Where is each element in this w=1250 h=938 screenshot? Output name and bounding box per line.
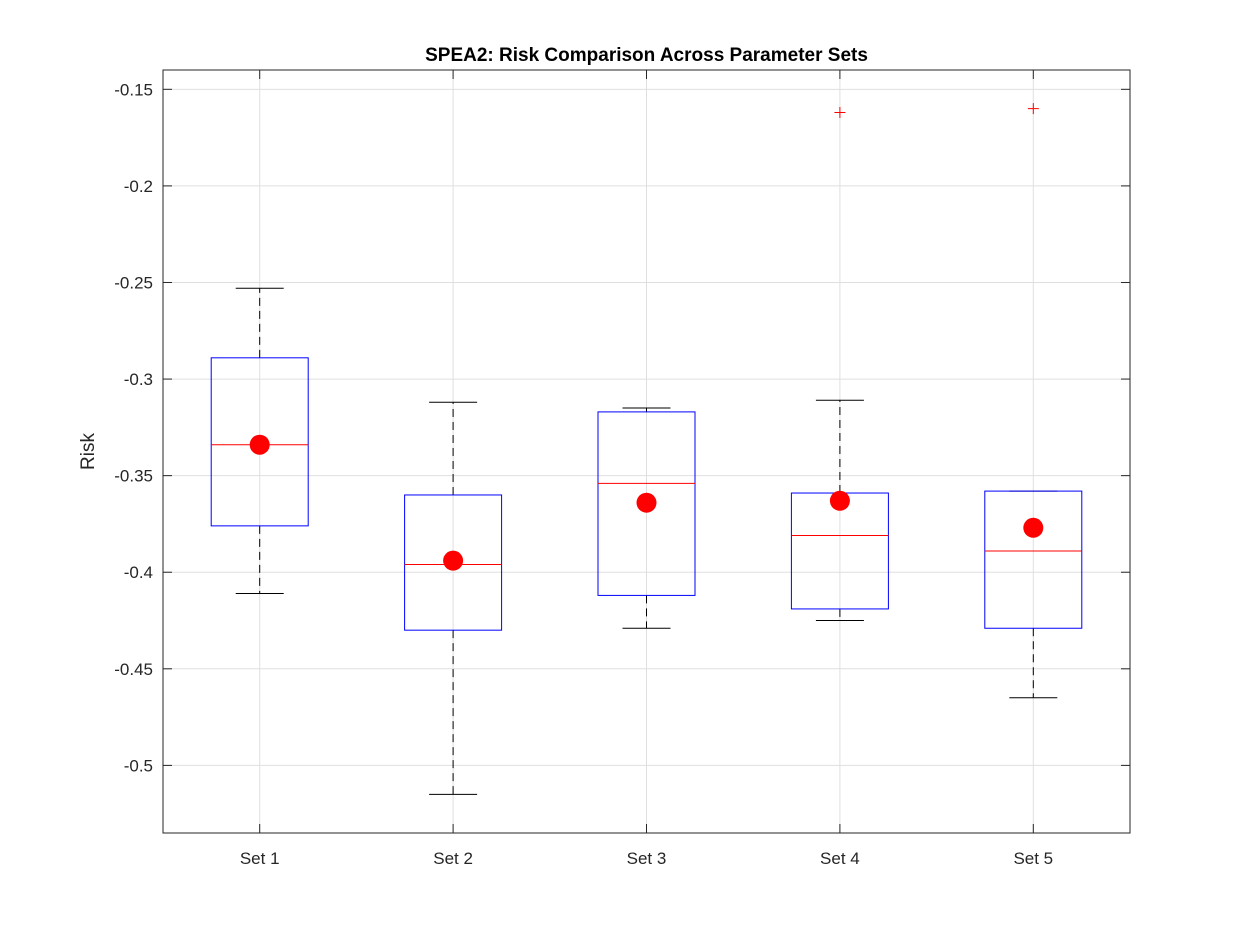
- y-tick-label: -0.45: [114, 660, 153, 679]
- y-tick-label: -0.25: [114, 273, 153, 292]
- mean-marker: [636, 492, 657, 513]
- x-tick-label-4: Set 4: [820, 849, 860, 868]
- y-tick-label: -0.15: [114, 80, 153, 99]
- boxes-layer: [210, 103, 1083, 795]
- y-tick-label: -0.2: [124, 177, 153, 196]
- y-tick-label: -0.5: [124, 756, 153, 775]
- chart-title: SPEA2: Risk Comparison Across Parameter …: [425, 45, 868, 66]
- y-tick-label: -0.35: [114, 467, 153, 486]
- box-set-5: [984, 103, 1083, 699]
- x-tick-label-1: Set 1: [240, 849, 280, 868]
- iqr-box: [404, 494, 503, 631]
- mean-marker: [829, 490, 850, 511]
- outlier-marker: [834, 106, 846, 118]
- outlier-marker: [1027, 103, 1039, 115]
- iqr-box: [597, 411, 696, 596]
- tick-marks: [163, 70, 1130, 833]
- mean-marker: [443, 550, 464, 571]
- x-tick-label-3: Set 3: [627, 849, 667, 868]
- box-set-2: [404, 401, 503, 795]
- box-set-3: [597, 407, 696, 629]
- y-tick-label: -0.4: [124, 563, 153, 582]
- y-tick-labels: -0.5 -0.45 -0.4 -0.35 -0.3 -0.25 -0.2 -0.15: [114, 80, 153, 775]
- y-axis-label: Risk: [78, 433, 99, 470]
- box-set-4: [790, 106, 889, 622]
- x-tick-label-5: Set 5: [1013, 849, 1053, 868]
- iqr-box: [210, 357, 309, 527]
- mean-marker: [249, 434, 270, 455]
- y-tick-label: -0.3: [124, 370, 153, 389]
- iqr-box: [984, 490, 1083, 629]
- mean-marker: [1023, 517, 1044, 538]
- x-tick-label-2: Set 2: [433, 849, 473, 868]
- box-set-1: [210, 287, 309, 594]
- x-tick-labels: Set 1 Set 2 Set 3 Set 4 Set 5: [240, 849, 1053, 868]
